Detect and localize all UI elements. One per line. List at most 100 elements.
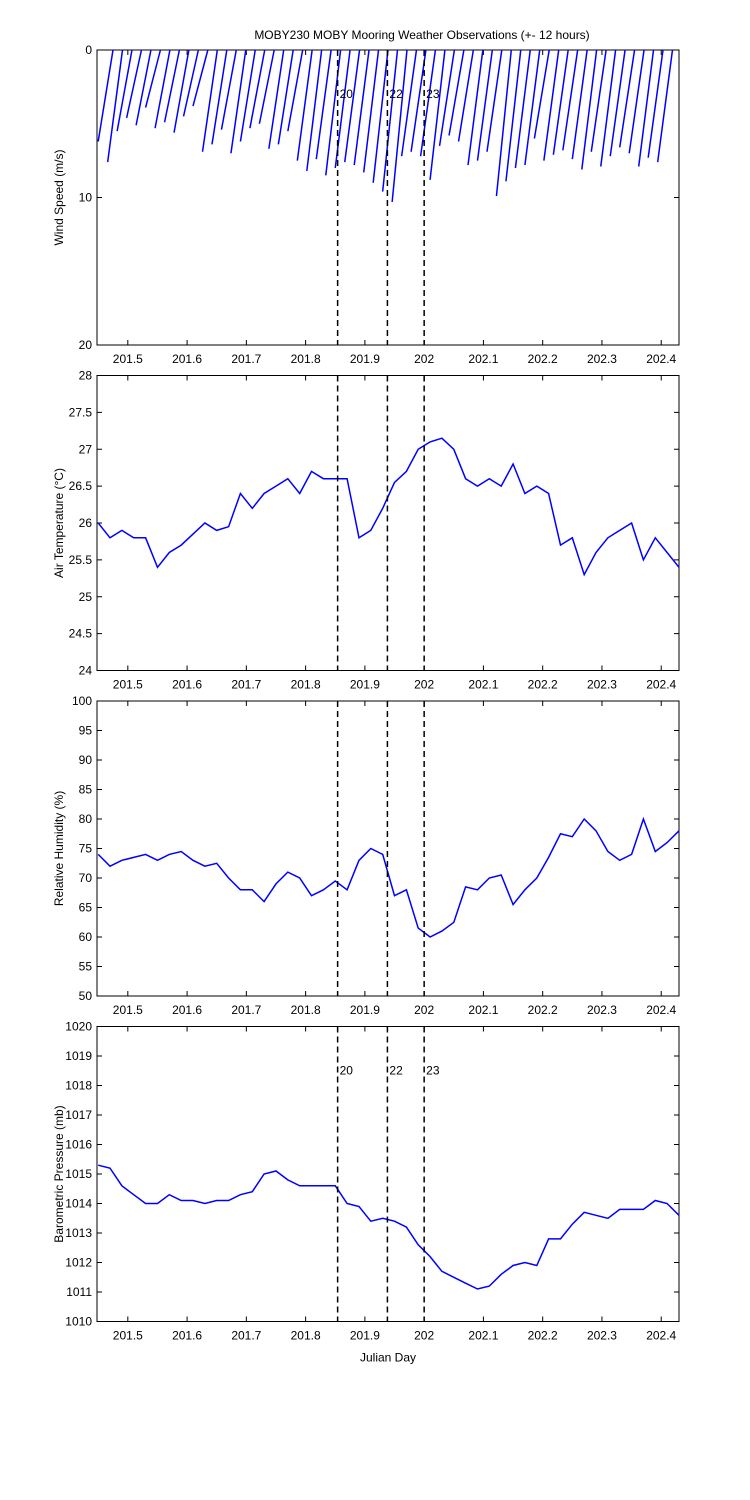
x-tick-label: 202.1 xyxy=(468,678,498,692)
wind-stick xyxy=(581,49,598,170)
x-tick-label: 202.1 xyxy=(468,352,498,366)
wind-stick xyxy=(438,49,456,146)
wind-stick xyxy=(315,49,332,160)
wind-stick xyxy=(618,49,636,148)
wind-stick xyxy=(543,49,560,161)
wind-stick xyxy=(306,49,323,172)
y-tick-label: 65 xyxy=(79,901,93,915)
x-tick-label: 202.1 xyxy=(468,1329,498,1343)
x-tick-label: 202.2 xyxy=(528,678,558,692)
data-line xyxy=(97,437,680,577)
y-tick-label: 1016 xyxy=(65,1138,92,1152)
x-tick-label: 201.6 xyxy=(172,352,202,366)
wind-stick xyxy=(571,49,588,160)
wind-stick xyxy=(296,49,313,161)
x-tick-label: 202 xyxy=(414,1003,434,1017)
y-tick-label: 27 xyxy=(79,442,93,456)
wind-stick xyxy=(230,49,247,154)
x-axis-label: Julian Day xyxy=(360,1351,416,1365)
wind-stick xyxy=(656,49,674,163)
wind-stick xyxy=(277,49,294,145)
x-tick-label: 201.7 xyxy=(231,678,261,692)
wind-stick xyxy=(135,49,152,126)
x-tick-label: 201.9 xyxy=(350,1003,380,1017)
x-tick-label: 202.2 xyxy=(528,1003,558,1017)
wind-stick xyxy=(343,49,361,163)
y-tick-label: 60 xyxy=(79,930,93,944)
y-tick-label: 50 xyxy=(79,989,93,1003)
y-tick-label: 1013 xyxy=(65,1226,92,1240)
wind-stick xyxy=(410,49,427,152)
wind-stick xyxy=(362,49,380,173)
x-tick-label: 201.6 xyxy=(172,678,202,692)
wind-stick xyxy=(220,49,238,130)
y-tick-label: 25.5 xyxy=(69,553,93,567)
x-tick-label: 201.7 xyxy=(231,352,261,366)
y-tick-label: 1019 xyxy=(65,1049,92,1063)
wind-stick xyxy=(106,49,124,163)
wind-stick xyxy=(400,49,418,157)
wind-stick xyxy=(524,49,541,166)
y-tick-label: 24 xyxy=(79,664,93,678)
y-tick-label: 26 xyxy=(79,516,93,530)
event-label: 22 xyxy=(389,87,403,101)
wind-stick xyxy=(173,49,190,133)
data-line xyxy=(98,1164,680,1290)
wind-stick xyxy=(628,49,645,154)
event-label: 20 xyxy=(340,1064,354,1078)
wind-stick xyxy=(97,49,114,142)
wind-stick xyxy=(125,49,143,119)
x-tick-label: 201.6 xyxy=(172,1329,202,1343)
wind-stick xyxy=(182,49,200,117)
wind-stick xyxy=(192,49,209,107)
wind-stick xyxy=(381,49,399,192)
event-label: 20 xyxy=(340,87,354,101)
y-tick-label: 55 xyxy=(79,960,93,974)
y-tick-label: 1018 xyxy=(65,1079,92,1093)
x-tick-label: 201.7 xyxy=(231,1003,261,1017)
x-tick-label: 202 xyxy=(414,352,434,366)
wind-stick xyxy=(609,49,626,157)
y-tick-label: 80 xyxy=(79,812,93,826)
wind-stick xyxy=(647,49,664,158)
wind-stick xyxy=(476,49,494,161)
x-tick-label: 202 xyxy=(414,678,434,692)
x-tick-label: 202.4 xyxy=(646,678,676,692)
y-axis-label: Wind Speed (m/s) xyxy=(52,149,66,245)
x-tick-label: 202.1 xyxy=(468,1003,498,1017)
y-tick-label: 28 xyxy=(79,369,93,383)
y-tick-label: 90 xyxy=(79,753,93,767)
x-tick-label: 201.6 xyxy=(172,1003,202,1017)
y-tick-label: 20 xyxy=(79,338,93,352)
wind-stick xyxy=(637,49,655,167)
wind-stick xyxy=(391,49,408,202)
wind-stick xyxy=(457,49,475,142)
y-tick-label: 1017 xyxy=(65,1108,92,1122)
wind-stick xyxy=(372,49,389,183)
x-tick-label: 201.7 xyxy=(231,1329,261,1343)
y-tick-label: 10 xyxy=(79,191,93,205)
x-tick-label: 201.9 xyxy=(350,352,380,366)
x-tick-label: 201.5 xyxy=(113,352,143,366)
wind-stick xyxy=(429,49,446,180)
y-tick-label: 1020 xyxy=(65,1020,92,1034)
wind-stick xyxy=(163,49,181,123)
x-tick-label: 202.3 xyxy=(587,352,617,366)
x-tick-label: 201.5 xyxy=(113,678,143,692)
y-tick-label: 25 xyxy=(79,590,93,604)
x-tick-label: 202 xyxy=(414,1329,434,1343)
x-tick-label: 201.9 xyxy=(350,678,380,692)
y-tick-label: 70 xyxy=(79,871,93,885)
wind-stick xyxy=(249,49,266,129)
wind-stick xyxy=(600,49,617,167)
y-tick-label: 1012 xyxy=(65,1256,92,1270)
wind-stick xyxy=(419,49,437,157)
x-tick-label: 202.3 xyxy=(587,1003,617,1017)
wind-stick xyxy=(552,49,569,155)
x-tick-label: 201.5 xyxy=(113,1003,143,1017)
y-tick-label: 75 xyxy=(79,842,93,856)
wind-stick xyxy=(562,49,579,151)
x-tick-label: 202.3 xyxy=(587,1329,617,1343)
wind-stick xyxy=(495,49,513,197)
